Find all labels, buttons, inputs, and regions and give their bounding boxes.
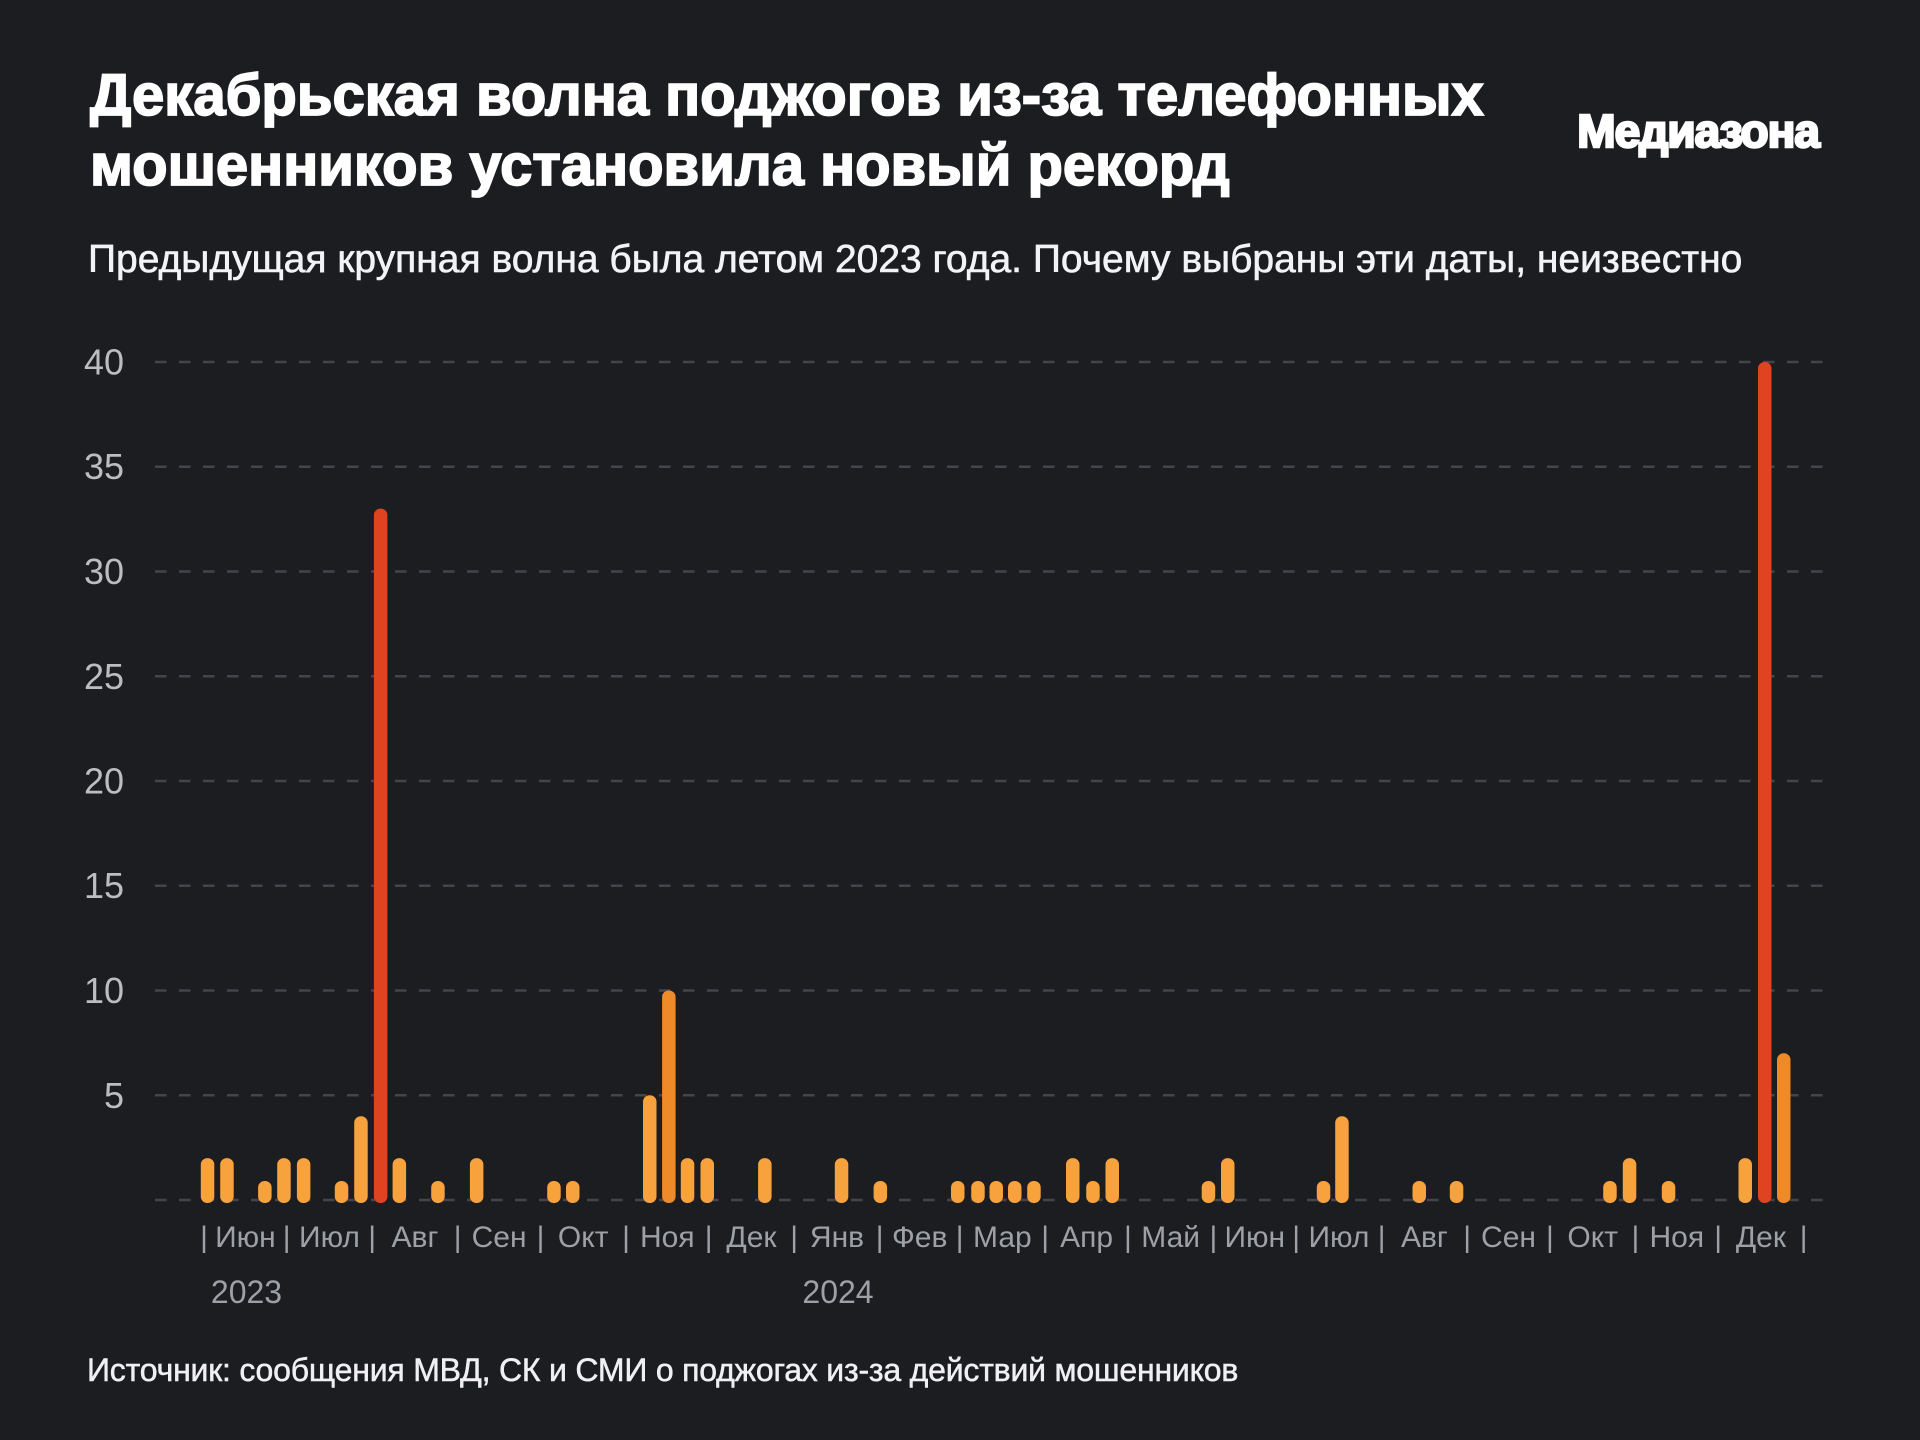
svg-text:40: 40 (84, 342, 124, 383)
svg-text:|: | (705, 1221, 713, 1254)
svg-text:Сен: Сен (472, 1221, 527, 1254)
svg-text:|: | (1463, 1221, 1471, 1254)
svg-text:Июл: Июл (1308, 1221, 1369, 1254)
svg-text:Дек: Дек (1736, 1221, 1787, 1254)
svg-text:|: | (876, 1221, 884, 1254)
svg-text:|: | (283, 1221, 291, 1254)
svg-text:15: 15 (84, 865, 124, 906)
svg-text:Сен: Сен (1481, 1221, 1536, 1254)
svg-text:Ноя: Ноя (1649, 1221, 1704, 1254)
svg-text:5: 5 (104, 1075, 124, 1116)
svg-text:|: | (1714, 1221, 1722, 1254)
svg-text:30: 30 (84, 551, 124, 592)
svg-text:Ноя: Ноя (640, 1221, 695, 1254)
svg-text:20: 20 (84, 761, 124, 802)
svg-text:Авг: Авг (392, 1221, 439, 1254)
svg-text:|: | (537, 1221, 545, 1254)
svg-text:Апр: Апр (1060, 1221, 1113, 1254)
svg-text:|: | (1210, 1221, 1218, 1254)
svg-text:|: | (1378, 1221, 1386, 1254)
svg-text:|: | (1292, 1221, 1300, 1254)
svg-text:10: 10 (84, 970, 124, 1011)
svg-text:|: | (1546, 1221, 1554, 1254)
svg-text:Мар: Мар (973, 1221, 1032, 1254)
svg-text:Окт: Окт (1567, 1221, 1618, 1254)
svg-text:Янв: Янв (810, 1221, 864, 1254)
svg-text:Фев: Фев (892, 1221, 947, 1254)
svg-text:|: | (454, 1221, 462, 1254)
svg-text:|: | (1632, 1221, 1640, 1254)
svg-text:Окт: Окт (558, 1221, 609, 1254)
svg-text:|: | (1800, 1221, 1808, 1254)
svg-text:|: | (200, 1221, 208, 1254)
svg-text:Июн: Июн (215, 1221, 276, 1254)
svg-text:|: | (790, 1221, 798, 1254)
svg-text:Май: Май (1141, 1221, 1200, 1254)
svg-text:|: | (368, 1221, 376, 1254)
svg-text:|: | (1041, 1221, 1049, 1254)
svg-text:2024: 2024 (802, 1274, 873, 1310)
svg-text:35: 35 (84, 446, 124, 487)
svg-text:Авг: Авг (1401, 1221, 1448, 1254)
svg-text:|: | (956, 1221, 964, 1254)
svg-text:2023: 2023 (211, 1274, 282, 1310)
svg-text:25: 25 (84, 656, 124, 697)
svg-text:|: | (622, 1221, 630, 1254)
svg-text:Июл: Июл (299, 1221, 360, 1254)
svg-text:|: | (1124, 1221, 1132, 1254)
svg-text:Дек: Дек (726, 1221, 777, 1254)
svg-text:Июн: Июн (1224, 1221, 1285, 1254)
